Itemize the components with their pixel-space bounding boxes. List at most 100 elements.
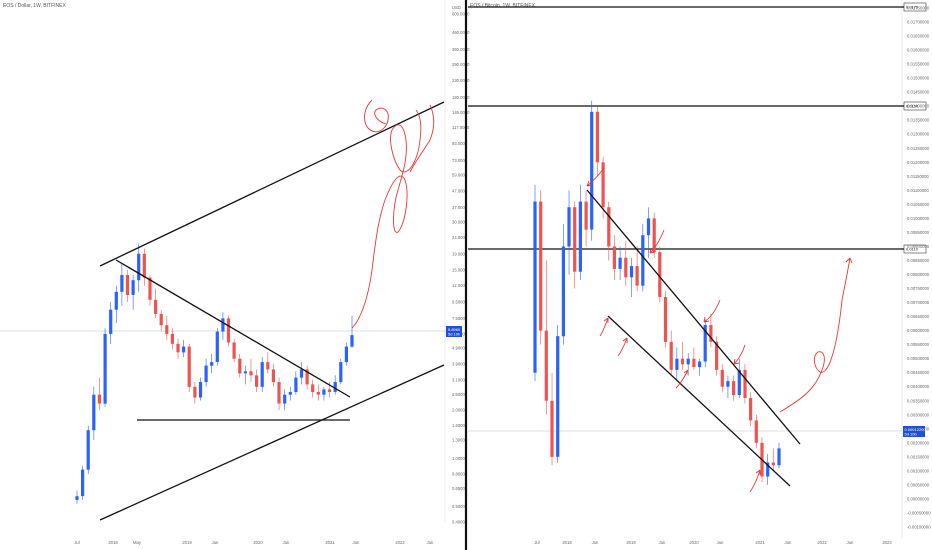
- right-candle-body: [749, 398, 753, 421]
- left-candle-body: [193, 386, 197, 398]
- left-candle-body: [165, 325, 169, 334]
- left-y-tick-label: 2.5000: [452, 392, 465, 397]
- right-candle-body: [533, 201, 537, 373]
- left-x-tick-label: 2021: [325, 540, 335, 545]
- right-candle-body: [561, 246, 565, 337]
- left-x-tick-label: Jul: [74, 540, 79, 545]
- right-time-axis[interactable]: Jul 2018 Jun 2019 Jun 2020 Jun 2021 Jun 2022 Jun 20…: [534, 540, 892, 545]
- left-currency-label: USD: [452, 5, 461, 10]
- arrow-6: [617, 337, 628, 357]
- right-y-tick-label: 0.01400000: [907, 104, 930, 109]
- right-candle-body: [652, 218, 656, 253]
- right-candle-body: [709, 325, 713, 342]
- left-candle-body: [238, 358, 242, 374]
- eos-usd-chart-panel[interactable]: EOS / Dollar, 1W, BITFINEX USD 600.0000 4…: [0, 0, 470, 545]
- right-candle-body: [658, 252, 662, 297]
- right-candle-body: [663, 297, 668, 342]
- left-candle-body: [266, 362, 270, 370]
- right-candle-body: [754, 420, 758, 443]
- left-trendlines[interactable]: [99, 101, 445, 521]
- right-y-tick-label: 0.01600000: [907, 48, 930, 53]
- right-y-tick-label: 0.01300000: [907, 132, 930, 137]
- left-y-tick-label: 460.0000: [452, 30, 470, 35]
- left-y-tick-label: 600.0000: [452, 12, 470, 17]
- right-y-tick-label: 0.01150000: [907, 174, 929, 179]
- right-annotation-arrows: [586, 167, 853, 493]
- left-x-tick-label: 2018: [108, 540, 118, 545]
- right-y-tick-label: 0.00050000: [907, 482, 930, 487]
- right-candle-body: [771, 462, 775, 466]
- right-y-tick-label: 0.01200000: [907, 160, 930, 165]
- right-y-tick-label: 0.00900000: [907, 244, 930, 249]
- left-price-tag-countdown: 5d 10h: [448, 332, 460, 337]
- left-freehand-projection: [351, 99, 435, 329]
- left-candle-body: [288, 392, 292, 395]
- right-candle-body: [720, 369, 724, 387]
- left-y-tick-label: 73.0000: [452, 158, 468, 163]
- left-candle-body: [260, 362, 264, 387]
- right-candle-body: [539, 201, 543, 331]
- left-candle-body: [114, 291, 118, 310]
- right-y-tick-label: 0.01000000: [907, 216, 930, 221]
- left-candle-body: [75, 496, 79, 500]
- left-candle-body: [283, 394, 287, 404]
- right-trendline[interactable]: [607, 315, 791, 487]
- left-y-tick-label: 12.0000: [452, 283, 468, 288]
- right-level-label: 0.0154: [906, 104, 919, 109]
- right-candle-body: [556, 336, 560, 457]
- left-time-axis[interactable]: Jul 2018 May 2019 Jun 2020 Jun 2021 Jun 2022 Jun: [74, 540, 434, 545]
- left-y-tick-label: 93.0000: [452, 141, 468, 146]
- left-trendline[interactable]: [115, 259, 351, 398]
- left-candle-body: [333, 382, 337, 392]
- right-price-tag: 0.00012200 5d 10h: [903, 426, 926, 437]
- right-candle-body: [607, 207, 611, 247]
- right-candle-body: [612, 246, 616, 269]
- right-y-tick-label: 0.00500000: [907, 356, 930, 361]
- right-price-tag-countdown: 5d 10h: [905, 432, 917, 437]
- left-candle-body: [182, 346, 186, 353]
- right-y-tick-label: 0.00350000: [907, 398, 930, 403]
- left-y-tick-label: 2.0000: [452, 408, 465, 413]
- left-candle-body: [305, 369, 309, 385]
- right-x-tick-label: Jun: [847, 540, 854, 545]
- left-chart-title: EOS / Dollar, 1W, BITFINEX: [3, 3, 66, 9]
- right-trendlines[interactable]: [586, 189, 801, 487]
- left-candle-body: [198, 382, 203, 398]
- left-y-tick-label: 7.5000: [452, 316, 465, 321]
- left-candle-body: [97, 394, 101, 404]
- left-y-tick-label: 9.5000: [452, 300, 465, 305]
- left-candle-body: [221, 318, 225, 332]
- left-x-tick-label: Jun: [283, 540, 290, 545]
- left-trendline[interactable]: [99, 364, 445, 521]
- left-candle-body: [249, 371, 253, 376]
- left-x-tick-label: May: [133, 540, 142, 545]
- right-candle-body: [601, 162, 605, 208]
- left-candle-body: [299, 369, 304, 378]
- right-y-tick-label: -0.00050000: [907, 511, 931, 516]
- left-y-tick-label: 15.0000: [452, 268, 468, 273]
- right-level-label: 0.0179: [906, 5, 919, 10]
- right-y-tick-label: 0.01700000: [907, 20, 930, 25]
- left-candle-body: [170, 333, 174, 344]
- left-y-tick-label: 117.0000: [452, 125, 470, 130]
- right-y-tick-label: 0.01050000: [907, 202, 930, 207]
- right-x-tick-label: Jun: [592, 540, 599, 545]
- right-trendline[interactable]: [586, 189, 801, 445]
- left-y-tick-label: 3.1000: [452, 377, 465, 382]
- right-x-tick-label: 2019: [626, 540, 636, 545]
- right-candle-body: [703, 325, 707, 362]
- left-candle-body: [125, 275, 130, 295]
- right-candle-body: [590, 111, 594, 230]
- right-y-tick-label: 0.00750000: [907, 286, 930, 291]
- eos-btc-chart-panel[interactable]: EOS / Bitcoin, 1W, BITFINEX 0.0179 0.0154…: [468, 0, 931, 545]
- left-trendline[interactable]: [99, 101, 445, 267]
- left-x-tick-label: 2019: [182, 540, 192, 545]
- right-candle-body: [680, 358, 685, 365]
- right-y-tick-label: 0.00800000: [907, 272, 930, 277]
- right-y-tick-label: 0.01500000: [907, 76, 930, 81]
- right-price-axis[interactable]: 0.01750000 0.01700000 0.01650000 0.01600000…: [907, 6, 931, 530]
- arrow-2: [649, 229, 665, 254]
- right-x-tick-label: Jun: [785, 540, 792, 545]
- right-candle-body: [635, 266, 639, 286]
- right-x-tick-label: Jun: [717, 540, 724, 545]
